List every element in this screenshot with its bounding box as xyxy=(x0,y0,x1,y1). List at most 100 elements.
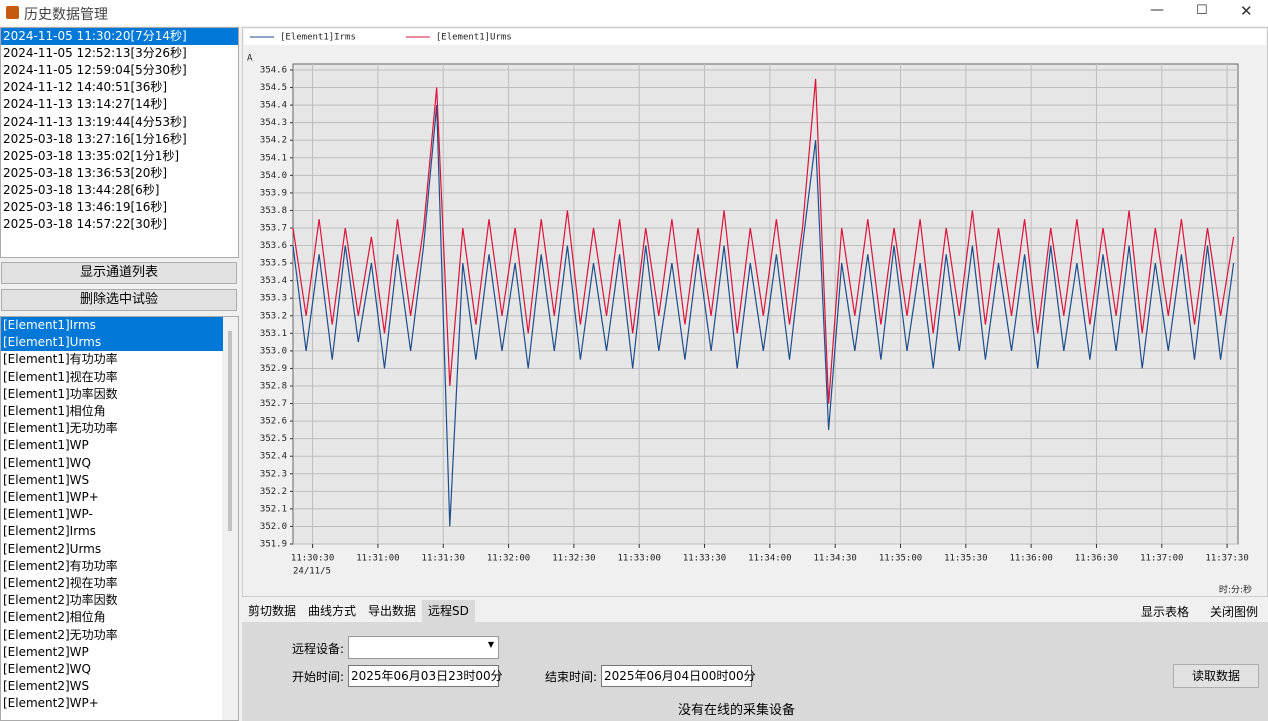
channel-item[interactable]: [Element1]Irms xyxy=(1,317,223,334)
channel-item[interactable]: [Element2]Urms xyxy=(3,541,102,556)
x-tick-label: 11:34:30 xyxy=(813,554,856,564)
x-tick-label: 11:33:30 xyxy=(683,554,726,564)
y-tick-label: 353.1 xyxy=(260,329,287,339)
x-tick-label: 11:34:00 xyxy=(748,554,791,564)
y-tick-label: 352.8 xyxy=(260,382,287,392)
show-channels-button[interactable]: 显示通道列表 xyxy=(1,262,237,284)
series-line xyxy=(292,78,1235,404)
test-item[interactable]: 2024-11-13 13:14:27[14秒] xyxy=(3,97,168,112)
tab[interactable]: 剪切数据 xyxy=(248,604,297,618)
x-tick-label: 11:32:00 xyxy=(487,554,530,564)
y-tick-label: 353.3 xyxy=(260,294,287,304)
channel-item[interactable]: [Element2]功率因数 xyxy=(3,593,118,608)
y-tick-label: 354.6 xyxy=(260,66,287,76)
test-item[interactable]: 2025-03-18 13:35:02[1分1秒] xyxy=(3,148,180,163)
test-item[interactable]: 2025-03-18 14:57:22[30秒] xyxy=(3,217,168,232)
test-item[interactable]: 2025-03-18 13:46:19[16秒] xyxy=(3,200,168,214)
title-bar: 历史数据管理 — ☐ ✕ xyxy=(0,0,1268,26)
channel-item[interactable]: [Element1]WP+ xyxy=(3,490,99,504)
y-tick-label: 352.4 xyxy=(260,452,287,462)
scrollbar[interactable] xyxy=(222,317,238,720)
start-time-input[interactable]: 2025年06月03日23时00分 xyxy=(348,665,503,687)
channel-item[interactable]: [Element2]视在功率 xyxy=(3,576,118,590)
y-tick-label: 352.3 xyxy=(260,469,287,479)
test-item[interactable]: 2024-11-05 11:30:20[7分14秒] xyxy=(1,28,238,45)
channel-item[interactable]: [Element1]视在功率 xyxy=(3,369,118,384)
y-tick-label: 354.5 xyxy=(260,83,287,93)
channel-item[interactable]: [Element1]功率因数 xyxy=(3,386,118,401)
y-tick-label: 352.9 xyxy=(260,364,287,374)
x-date-label: 24/11/5 xyxy=(293,567,331,577)
y-tick-label: 354.3 xyxy=(260,118,287,128)
x-tick-label: 11:33:00 xyxy=(618,554,661,564)
y-tick-label: 353.6 xyxy=(260,241,287,251)
y-tick-label: 351.9 xyxy=(260,540,287,550)
x-tick-label: 11:37:30 xyxy=(1205,554,1248,564)
chart: A 时:分:秒 24/11/5 351.9 352.0 352.1 352.2 352.… xyxy=(242,27,1268,597)
start-label: 开始时间: xyxy=(292,670,345,684)
close-legend[interactable]: 关闭图例 xyxy=(1210,605,1259,619)
channel-list: [Element1]Irms [Element1]Urms [Element1]有功… xyxy=(0,316,239,721)
x-tick-label: 11:36:00 xyxy=(1009,554,1052,564)
y-tick-label: 354.4 xyxy=(260,101,287,111)
test-item[interactable]: 2025-03-18 13:36:53[20秒] xyxy=(3,165,168,180)
channel-item[interactable]: [Element2]WP xyxy=(3,644,89,659)
channel-item[interactable]: [Element2]相位角 xyxy=(3,610,106,625)
x-tick-label: 11:30:30 xyxy=(291,554,334,564)
y-tick-label: 353.8 xyxy=(260,206,287,216)
channel-item[interactable]: [Element2]无功功率 xyxy=(3,627,118,642)
y-axis-label: A xyxy=(247,54,253,64)
channel-item[interactable]: [Element2]Irms xyxy=(3,524,96,539)
channel-item[interactable]: [Element2]WQ xyxy=(3,662,91,676)
channel-item[interactable]: [Element1]WP- xyxy=(3,507,93,522)
test-item[interactable]: 2025-03-18 13:27:16[1分16秒] xyxy=(3,131,187,146)
end-time-input[interactable]: 2025年06月04日00时00分 xyxy=(601,665,756,687)
y-tick-label: 354.2 xyxy=(260,136,287,146)
read-data-button[interactable]: 读取数据 xyxy=(1173,664,1259,688)
close[interactable]: ✕ xyxy=(1240,2,1253,20)
series-line xyxy=(292,105,1235,527)
y-tick-label: 352.2 xyxy=(260,487,287,497)
channel-item[interactable]: [Element2]WP+ xyxy=(3,696,99,711)
test-item[interactable]: 2024-11-12 14:40:51[36秒] xyxy=(3,80,168,95)
x-tick-label: 11:35:30 xyxy=(944,554,987,564)
tab[interactable]: 导出数据 xyxy=(368,604,417,618)
channel-item[interactable]: [Element1]Urms xyxy=(1,334,223,352)
x-tick-label: 11:32:30 xyxy=(552,554,595,564)
channel-item[interactable]: [Element1]WP xyxy=(3,438,89,453)
y-tick-label: 353.4 xyxy=(260,276,287,286)
y-tick-label: 352.5 xyxy=(260,434,287,444)
channel-item[interactable]: [Element2]有功功率 xyxy=(3,558,118,573)
tab[interactable]: 曲线方式 xyxy=(308,604,357,618)
channel-item[interactable]: [Element1]无功功率 xyxy=(3,421,118,436)
channel-item[interactable]: [Element1]WQ xyxy=(3,455,91,470)
minimize[interactable]: — xyxy=(1150,2,1164,18)
y-tick-label: 354.0 xyxy=(260,171,287,181)
test-item[interactable]: 2024-11-13 13:19:44[4分53秒] xyxy=(3,114,187,129)
x-tick-label: 11:37:00 xyxy=(1140,554,1183,564)
app-icon xyxy=(6,6,19,19)
tab-bar: 显示表格 关闭图例 剪切数据 曲线方式 导出数据 远程SD xyxy=(242,599,1268,622)
test-item[interactable]: 2024-11-05 12:52:13[3分26秒] xyxy=(3,46,187,61)
remote-panel: 远程设备: ▼ 开始时间: 2025年06月03日23时00分 结束时间: 20… xyxy=(242,622,1268,721)
x-tick-label: 11:36:30 xyxy=(1075,554,1118,564)
test-item[interactable]: 2025-03-18 13:44:28[6秒] xyxy=(3,182,160,197)
device-dropdown[interactable]: ▼ xyxy=(348,636,499,659)
delete-test-button[interactable]: 删除选中试验 xyxy=(1,289,237,311)
show-table[interactable]: 显示表格 xyxy=(1141,605,1190,619)
legend-label: [Element1]Urms xyxy=(436,33,512,43)
x-tick-label: 11:31:00 xyxy=(356,554,399,564)
channel-item[interactable]: [Element1]相位角 xyxy=(3,404,106,418)
channel-item[interactable]: [Element1]有功功率 xyxy=(3,352,118,367)
y-tick-label: 353.5 xyxy=(260,259,287,269)
maximize[interactable]: ☐ xyxy=(1196,3,1208,18)
y-tick-label: 352.7 xyxy=(260,399,287,409)
x-axis-label: 时:分:秒 xyxy=(1219,584,1252,596)
channel-item[interactable]: [Element2]WS xyxy=(3,679,90,694)
y-tick-label: 352.6 xyxy=(260,417,287,427)
tab[interactable]: 远程SD xyxy=(422,600,475,622)
channel-item[interactable]: [Element1]WS xyxy=(3,472,90,487)
window-title: 历史数据管理 xyxy=(24,7,108,23)
test-item[interactable]: 2024-11-05 12:59:04[5分30秒] xyxy=(3,63,187,78)
